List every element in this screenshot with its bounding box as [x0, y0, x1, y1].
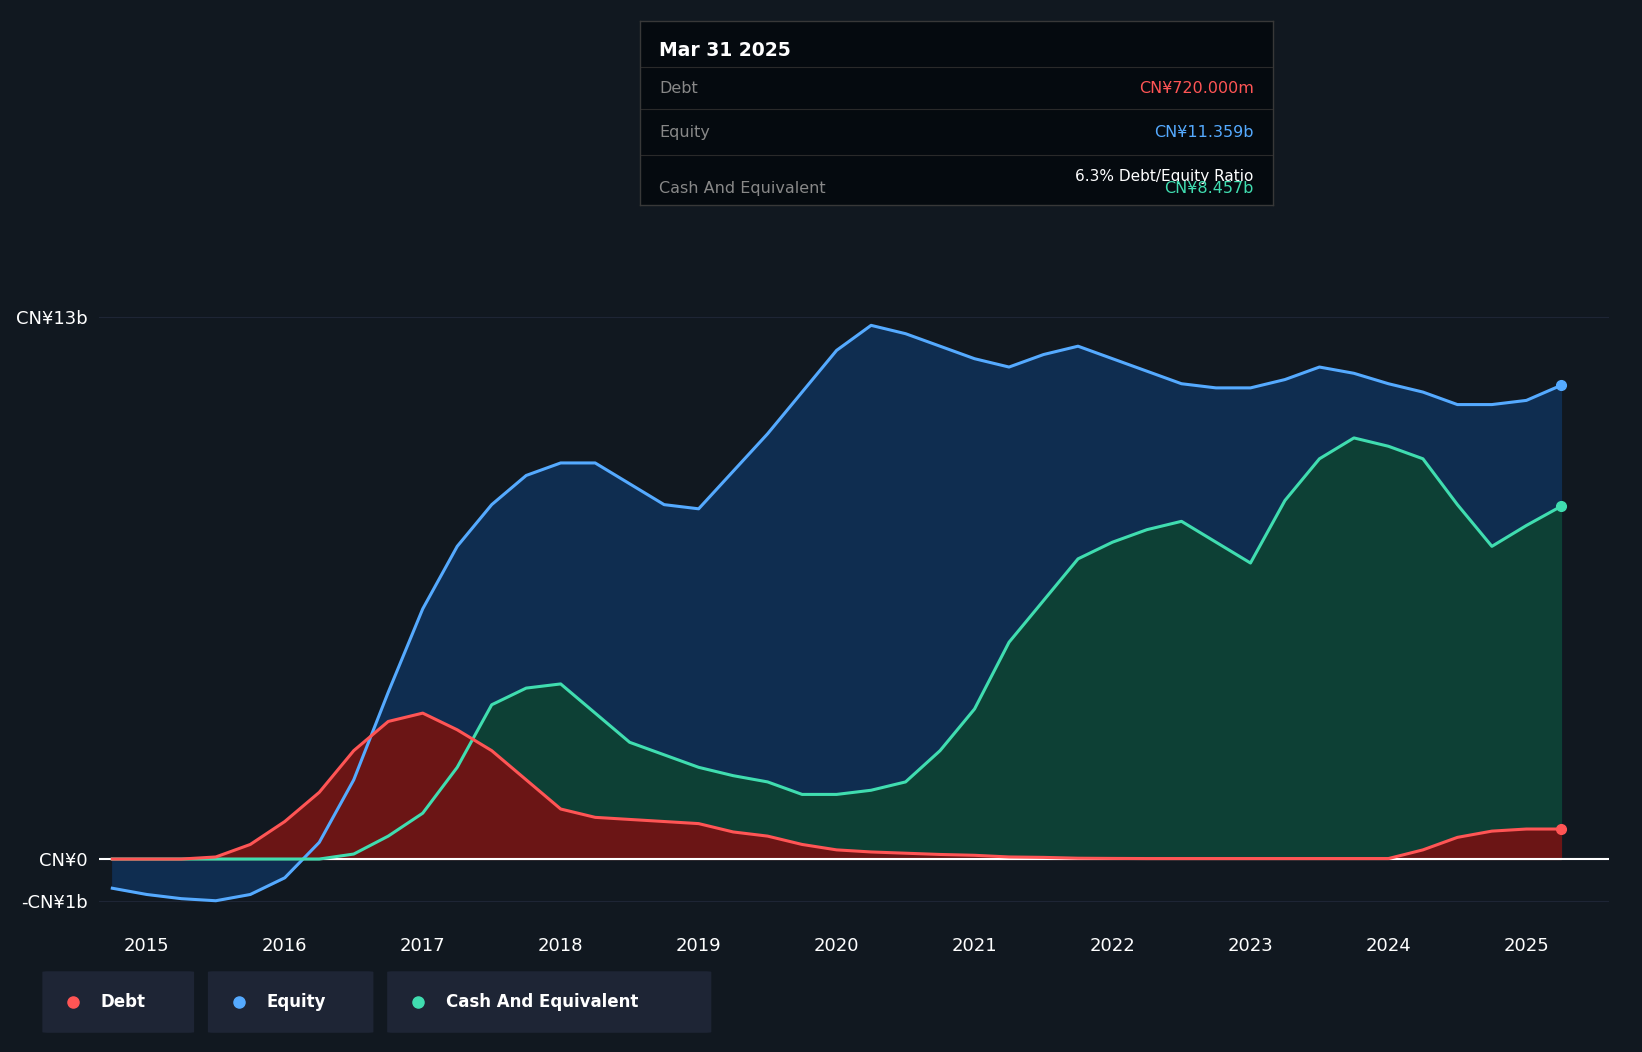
FancyBboxPatch shape [209, 971, 373, 1033]
Text: CN¥720.000m: CN¥720.000m [1138, 81, 1253, 96]
Text: 6.3% Debt/Equity Ratio: 6.3% Debt/Equity Ratio [1076, 169, 1253, 184]
Text: Equity: Equity [266, 993, 327, 1011]
Text: Cash And Equivalent: Cash And Equivalent [445, 993, 639, 1011]
Text: Cash And Equivalent: Cash And Equivalent [660, 181, 826, 196]
Text: Mar 31 2025: Mar 31 2025 [660, 41, 791, 60]
Text: CN¥8.457b: CN¥8.457b [1164, 181, 1253, 196]
Text: Debt: Debt [660, 81, 698, 96]
Text: Debt: Debt [102, 993, 146, 1011]
Text: Equity: Equity [660, 125, 711, 140]
FancyBboxPatch shape [388, 971, 711, 1033]
Text: CN¥11.359b: CN¥11.359b [1154, 125, 1253, 140]
FancyBboxPatch shape [43, 971, 194, 1033]
